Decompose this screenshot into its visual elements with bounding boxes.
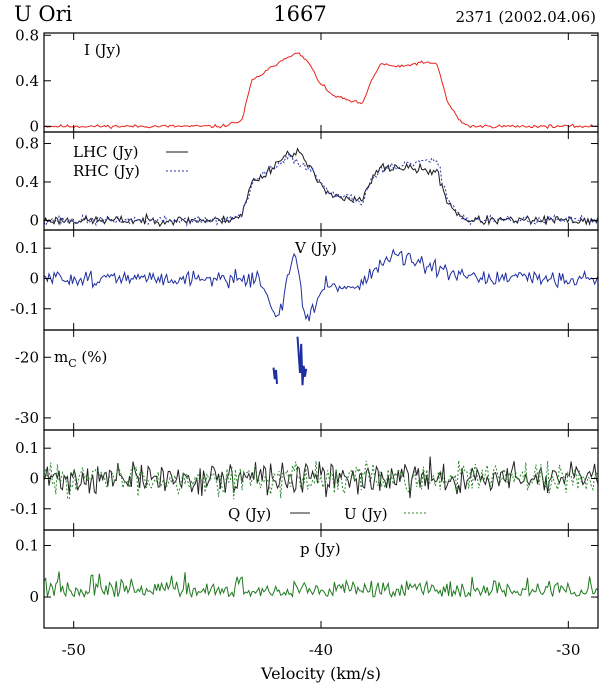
ytick-label-QU-0: -0.1 [10,500,39,518]
panel-label-mC: mC (%) [54,348,107,370]
series-p-0 [44,571,598,599]
ytick-label-I-2: 0.8 [15,26,39,44]
ytick-label-I-0: 0 [29,117,39,135]
xtick-label-2: -30 [556,641,580,659]
panel-mC: -30 -20 mC (%) [15,329,599,431]
panel-p-series [44,571,598,599]
ytick-label-LR-1: 0.4 [15,173,39,191]
panel-I-series [44,52,598,130]
object-name: U Ori [14,2,73,26]
panel-mC-series [272,336,308,386]
legend-lhc-label: LHC (Jy) [73,143,138,161]
legend-q-label: Q (Jy) [228,505,271,523]
ytick-label-LR-0: 0 [29,211,39,229]
ytick-label-mC-0: -30 [15,409,39,427]
ytick-label-LR-2: 0.8 [15,135,39,153]
panel-LR: 0 0.4 0.8 [15,131,599,231]
panel-label-p: p (Jy) [300,540,341,558]
ytick-label-mC-1: -20 [15,348,39,366]
panel-QU: -0.1 0 0.1 [10,429,599,531]
legend-rhc-label: RHC (Jy) [73,162,140,180]
ytick-label-p-1: 0.1 [15,536,39,554]
ytick-label-I-1: 0.4 [15,72,39,90]
observation-label: 2371 (2002.04.06) [455,8,596,26]
panel-label-I: I (Jy) [84,41,121,59]
series-QU-0 [44,456,598,499]
ytick-label-p-0: 0 [29,588,39,606]
legend-u-label: U (Jy) [344,505,388,523]
panel-I: 0 0.4 0.8 I (Jy) [15,26,599,135]
series-mC-segment-0 [272,367,278,384]
panel-V: -0.1 0 0.1 V (Jy) [10,229,599,331]
panel-label-V: V (Jy) [294,239,337,257]
x-axis-label: Velocity (km/s) [260,664,381,683]
xtick-label-0: -50 [62,641,86,659]
panel-QU-series [44,456,598,501]
ytick-label-V-0: -0.1 [10,300,39,318]
series-I-0 [44,52,598,130]
panel-mC-frame [43,329,599,431]
frequency-label: 1667 [273,2,327,26]
ytick-label-QU-1: 0 [29,469,39,487]
panel-V-series [44,248,598,322]
series-V-0 [44,248,598,322]
series-QU-1 [44,460,598,501]
ytick-label-V-2: 0.1 [15,239,39,257]
panel-LR-series [44,147,598,228]
series-LR-1 [44,151,598,228]
panel-p: 0 0.1 p (Jy) [15,529,599,629]
series-mC-segment-1 [296,336,308,386]
ytick-label-QU-2: 0.1 [15,439,39,457]
xtick-label-1: -40 [309,641,333,659]
panel-I-frame [43,32,599,133]
ytick-label-V-1: 0 [29,269,39,287]
